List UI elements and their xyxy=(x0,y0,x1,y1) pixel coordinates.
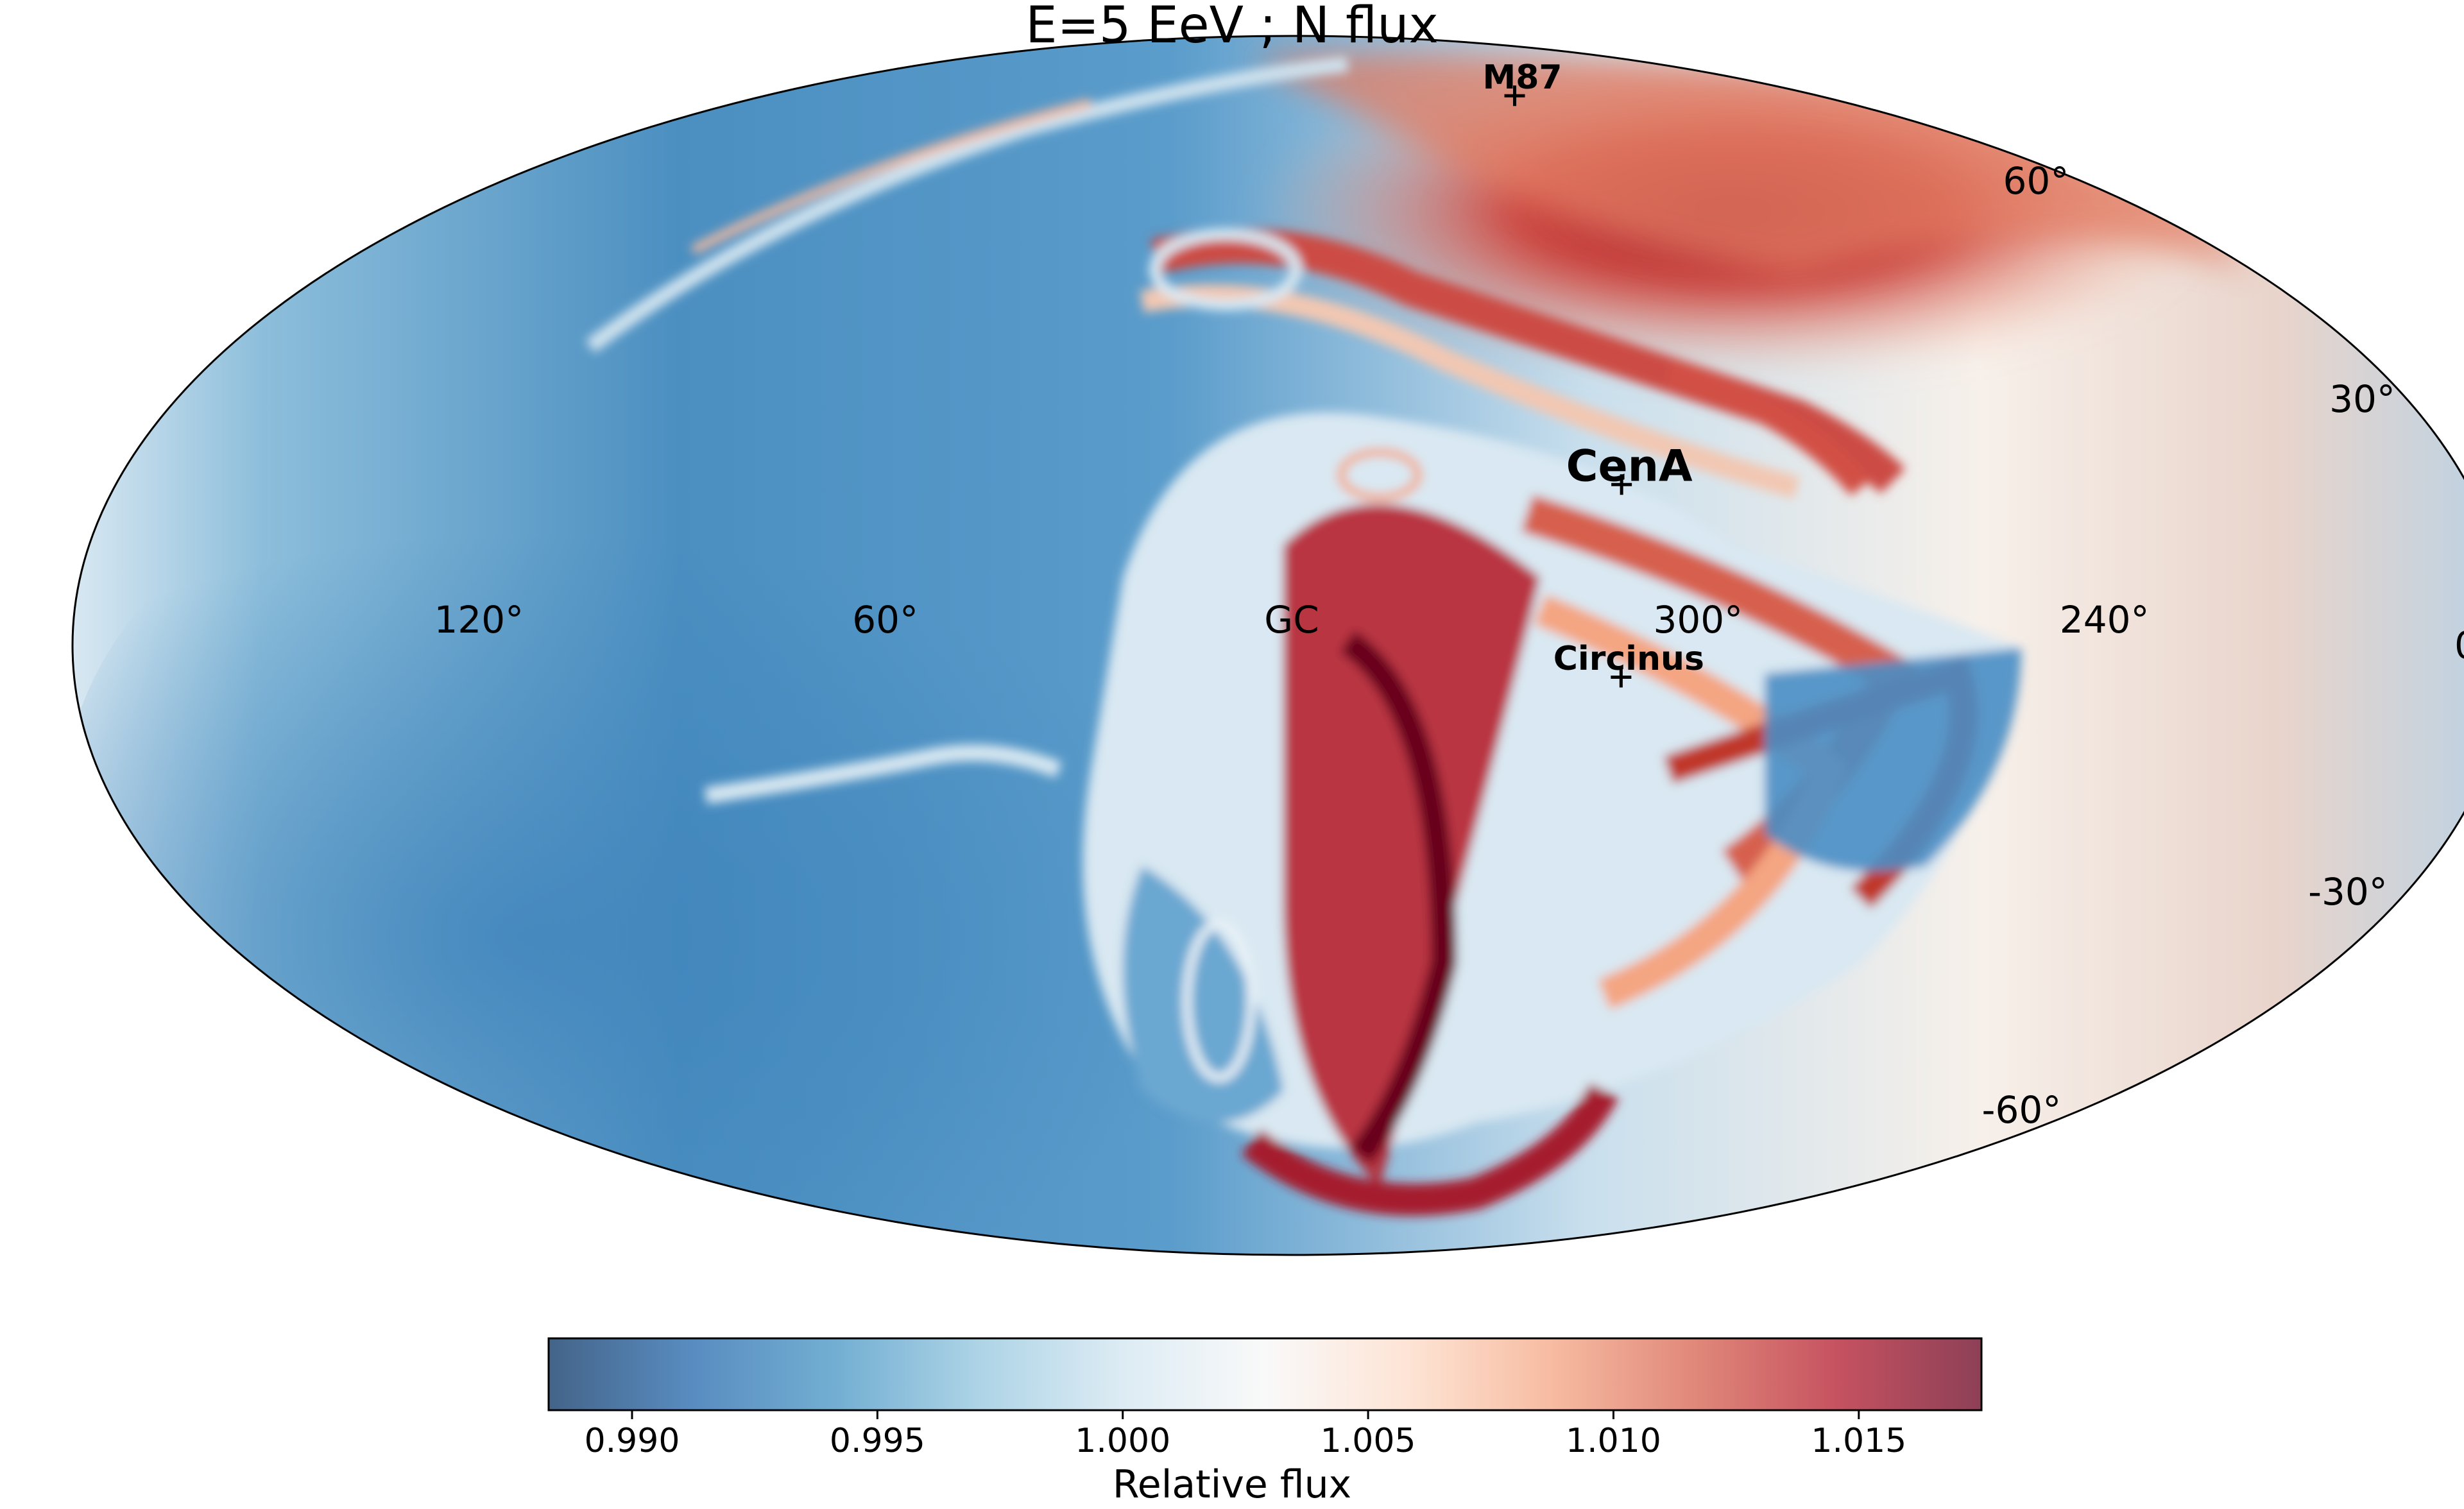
source-label: Circinus xyxy=(1553,640,1704,679)
colorbar-tick-label: 0.990 xyxy=(584,1422,680,1460)
source-markers xyxy=(1504,85,1632,688)
colorbar-tick-label: 0.995 xyxy=(829,1422,925,1460)
source-marker xyxy=(1611,667,1632,688)
lon-tick-label: GC xyxy=(1264,598,1319,642)
colorbar xyxy=(547,1337,1983,1419)
lat-tick-label: 30° xyxy=(2329,377,2395,422)
lon-tick-label: 60° xyxy=(852,598,919,642)
colorbar-frame xyxy=(547,1337,1983,1411)
source-label: M87 xyxy=(1482,58,1562,98)
lon-tick-label: 300° xyxy=(1653,598,1743,642)
sky-boundary xyxy=(72,35,2464,1256)
colorbar-tick-label: 1.010 xyxy=(1566,1422,1661,1460)
colorbar-ticks xyxy=(631,1410,1860,1419)
turbulent-swirl-region xyxy=(585,56,2021,1216)
source-label: CenA xyxy=(1566,441,1693,492)
chart-title: E=5 EeV ; N flux xyxy=(1025,0,1439,55)
lat-tick-label: -30° xyxy=(2308,869,2388,914)
lon-tick-label: 240° xyxy=(2059,598,2150,642)
colorbar-tick-label: 1.015 xyxy=(1811,1422,1907,1460)
lat-tick-label: -60° xyxy=(1981,1088,2062,1132)
colorbar-gradient xyxy=(549,1338,1981,1410)
sky-map xyxy=(73,36,2464,1255)
northern-red-band xyxy=(1251,53,2246,276)
lat-tick-label: 60° xyxy=(2003,158,2069,203)
lon-tick-label: 120° xyxy=(434,598,524,642)
source-marker xyxy=(1611,474,1632,495)
colorbar-tick-label: 1.005 xyxy=(1320,1422,1416,1460)
colorbar-tick-label: 1.000 xyxy=(1075,1422,1171,1460)
colorbar-label: Relative flux xyxy=(1112,1462,1352,1507)
source-marker xyxy=(1504,85,1525,107)
lat-tick-label: 0° xyxy=(2454,626,2464,665)
